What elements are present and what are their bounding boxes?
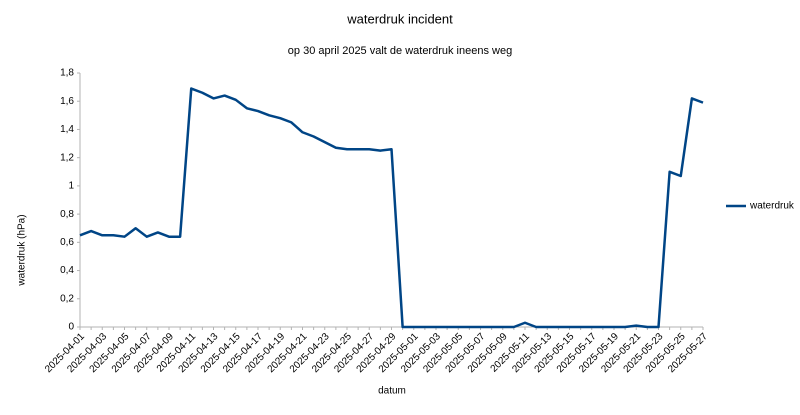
chart-subtitle: op 30 april 2025 valt de waterdruk ineen… bbox=[288, 45, 512, 57]
y-tick-label: 1,8 bbox=[60, 68, 74, 79]
y-tick-label: 1,6 bbox=[60, 96, 74, 107]
x-axis-label: datum bbox=[378, 386, 406, 397]
y-tick-label: 1,2 bbox=[60, 152, 74, 163]
y-tick-label: 0,2 bbox=[60, 293, 74, 304]
y-tick-label: 0,8 bbox=[60, 209, 74, 220]
chart-title: waterdruk incident bbox=[346, 11, 453, 26]
y-tick-label: 0,4 bbox=[60, 265, 74, 276]
y-tick-label: 1 bbox=[68, 181, 74, 192]
y-tick-label: 0,6 bbox=[60, 237, 74, 248]
legend-label: waterdruk bbox=[749, 201, 795, 212]
line-series bbox=[79, 87, 704, 329]
y-tick-label: 1,4 bbox=[60, 124, 74, 135]
y-axis-label: waterdruk (hPa) bbox=[17, 214, 28, 286]
y-tick-label: 0 bbox=[68, 322, 74, 333]
